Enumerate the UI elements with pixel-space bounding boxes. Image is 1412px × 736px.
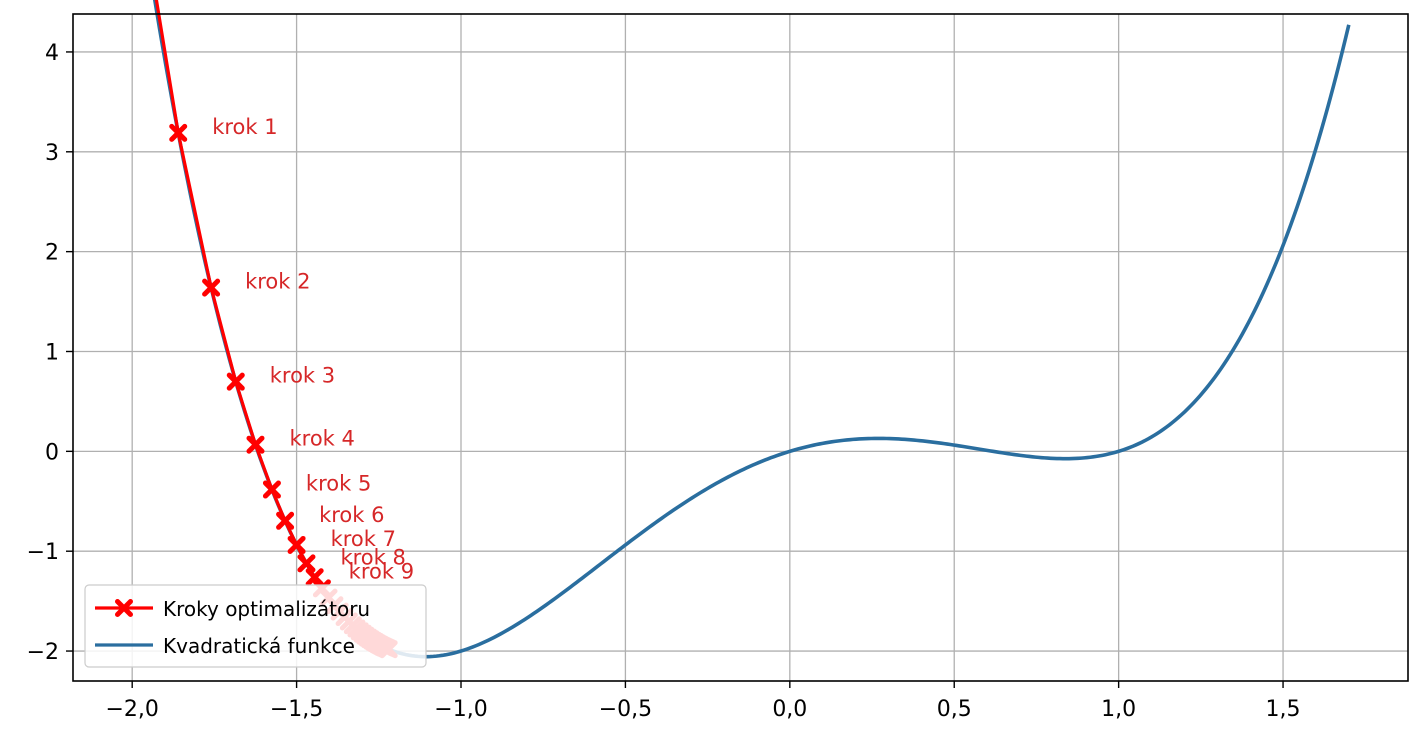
marker-stroke xyxy=(287,535,306,554)
step-marker xyxy=(202,278,221,297)
marker-stroke xyxy=(276,511,295,530)
step-annotation: krok 3 xyxy=(270,364,335,388)
legend: Kroky optimalizátoru Kvadratická funkce xyxy=(84,584,427,668)
legend-steps-marker xyxy=(115,599,133,617)
axis-ticks xyxy=(66,51,1284,688)
y-tick-label: 3 xyxy=(45,141,59,166)
marker-stroke xyxy=(226,372,245,391)
marker-stroke xyxy=(305,568,324,587)
legend-steps-label: Kroky optimalizátoru xyxy=(163,597,370,621)
y-tick-label: 2 xyxy=(45,241,59,266)
x-tick-label: −1,5 xyxy=(270,697,323,722)
x-tick-label: 1,0 xyxy=(1101,697,1136,722)
legend-box xyxy=(84,584,427,668)
step-marker xyxy=(169,123,188,142)
y-tick-label: −1 xyxy=(27,540,59,565)
step-annotation: krok 2 xyxy=(245,270,310,294)
axis-tick-labels: −2,0 −1,5 −1,0 −0,5 0,0 0,5 1,0 1,5 −2 −1 0 1 2 3 4 xyxy=(27,41,1301,722)
marker-stroke xyxy=(202,278,221,297)
step-annotation: krok 1 xyxy=(212,115,277,139)
step-marker xyxy=(287,535,306,554)
legend-function-label: Kvadratická funkce xyxy=(163,634,355,658)
step-marker xyxy=(262,480,281,499)
step-annotation: krok 9 xyxy=(349,559,414,583)
y-tick-label: 1 xyxy=(45,340,59,365)
step-annotation: krok 5 xyxy=(306,472,371,496)
marker-stroke xyxy=(169,123,188,142)
marker-stroke xyxy=(262,480,281,499)
marker-stroke xyxy=(297,554,316,573)
step-annotation: krok 6 xyxy=(319,503,384,527)
step-annotation: krok 4 xyxy=(289,427,354,451)
x-tick-label: 0,0 xyxy=(772,697,807,722)
step-marker xyxy=(226,372,245,391)
x-tick-label: −1,0 xyxy=(434,697,487,722)
step-annotation: krok 8 xyxy=(340,545,405,569)
x-tick-label: 0,5 xyxy=(937,697,972,722)
legend-marker xyxy=(115,599,133,617)
x-tick-label: 1,5 xyxy=(1266,697,1301,722)
step-marker xyxy=(246,435,265,454)
x-tick-label: −0,5 xyxy=(599,697,652,722)
plot-frame xyxy=(72,13,1409,682)
step-marker xyxy=(297,554,316,573)
step-annotation: krok 7 xyxy=(331,527,396,551)
marker-stroke xyxy=(115,599,133,617)
step-marker xyxy=(305,568,324,587)
x-tick-label: −2,0 xyxy=(105,697,158,722)
y-tick-label: −2 xyxy=(27,640,59,665)
y-tick-label: 4 xyxy=(45,41,59,66)
step-marker xyxy=(276,511,295,530)
y-tick-label: 0 xyxy=(45,440,59,465)
marker-stroke xyxy=(246,435,265,454)
